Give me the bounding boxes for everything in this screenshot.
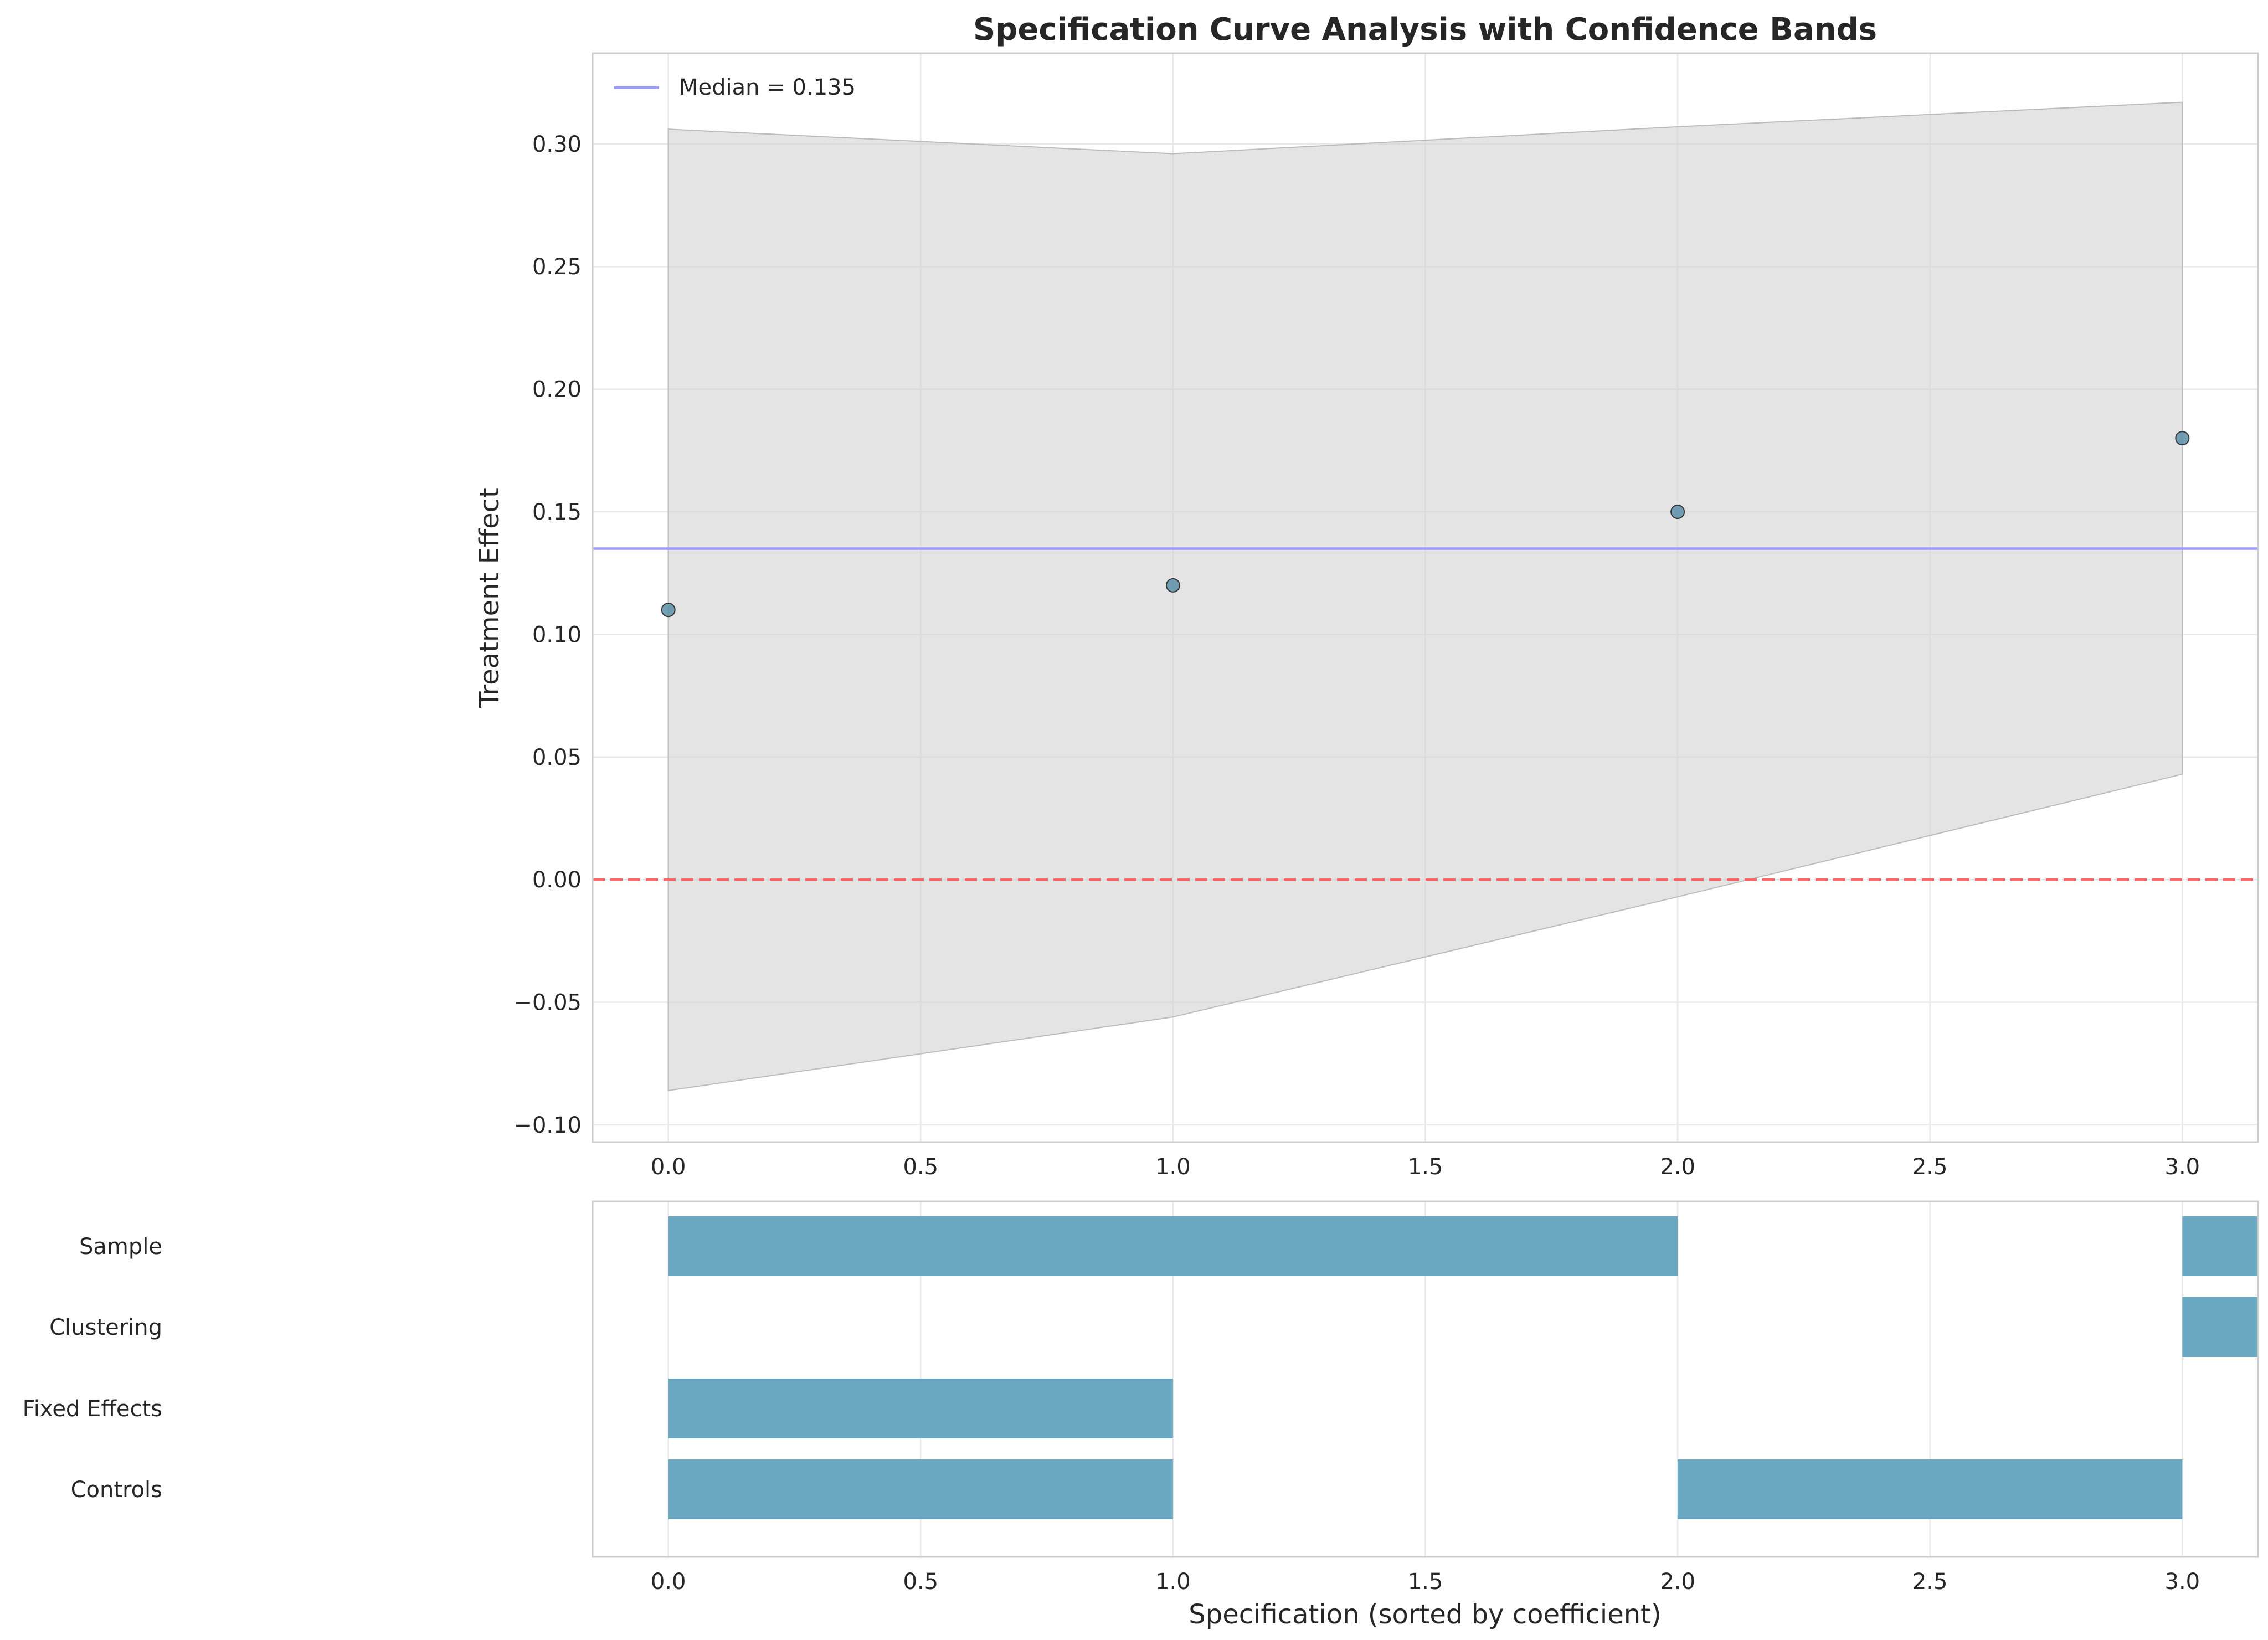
- y-tick-label: 0.20: [532, 377, 582, 403]
- specification-bar: [2182, 1216, 2258, 1276]
- x-tick-label: 1.5: [1408, 1569, 1443, 1595]
- data-point: [2175, 431, 2190, 446]
- y-tick-label: 0.15: [532, 500, 582, 525]
- legend: Median = 0.135: [614, 75, 856, 100]
- bottom-plot-frame: [592, 1200, 2259, 1558]
- top-plot-frame: [592, 52, 2259, 1143]
- y-tick-label: 0.30: [532, 132, 582, 157]
- x-tick-label: 2.5: [1912, 1569, 1948, 1595]
- x-tick-label: 2.5: [1912, 1154, 1948, 1180]
- specification-panel: Sample Clustering Fixed Effects Controls 0.…: [23, 1200, 2259, 1630]
- data-point: [1165, 578, 1180, 593]
- coefficient-panel: −0.10 −0.05 0.00 0.05 0.10 0.15 0.20 0.25 0.30 0…: [474, 12, 2259, 1180]
- specification-bars: [668, 1216, 2258, 1519]
- x-tick-label: 0.0: [651, 1569, 686, 1595]
- row-label: Controls: [71, 1477, 162, 1503]
- x-tick-label: 0.5: [903, 1569, 938, 1595]
- x-tick-label: 1.0: [1155, 1154, 1191, 1180]
- x-tick-label: 2.0: [1660, 1154, 1695, 1180]
- top-y-tick-labels: −0.10 −0.05 0.00 0.05 0.10 0.15 0.20 0.25 0.30: [513, 132, 582, 1138]
- x-tick-label: 1.5: [1408, 1154, 1443, 1180]
- coefficient-points: [661, 431, 2190, 618]
- y-tick-label: 0.10: [532, 622, 582, 647]
- chart-title: Specification Curve Analysis with Confid…: [973, 12, 1877, 48]
- y-tick-label: 0.25: [532, 254, 582, 280]
- data-point: [661, 603, 676, 618]
- y-tick-label: 0.00: [532, 867, 582, 893]
- row-labels: Sample Clustering Fixed Effects Controls: [23, 1234, 162, 1503]
- legend-median-label: Median = 0.135: [679, 75, 856, 100]
- top-x-tick-labels: 0.0 0.5 1.0 1.5 2.0 2.5 3.0: [651, 1154, 2200, 1180]
- row-label: Clustering: [49, 1315, 162, 1340]
- row-label: Sample: [79, 1234, 162, 1259]
- confidence-band: [667, 101, 2183, 1092]
- y-tick-label: 0.05: [532, 745, 582, 770]
- specification-bar: [668, 1459, 1173, 1519]
- y-tick-label: −0.05: [513, 990, 582, 1016]
- y-axis-label: Treatment Effect: [474, 487, 505, 708]
- specification-bar: [668, 1379, 1173, 1438]
- specification-bar: [1678, 1459, 2183, 1519]
- x-tick-label: 3.0: [2165, 1569, 2200, 1595]
- x-axis-label: Specification (sorted by coefficient): [1189, 1599, 1661, 1630]
- data-point: [1670, 505, 1685, 520]
- row-label: Fixed Effects: [23, 1396, 162, 1422]
- x-tick-label: 2.0: [1660, 1569, 1695, 1595]
- x-tick-label: 0.0: [651, 1154, 686, 1180]
- specification-bar: [668, 1216, 1678, 1276]
- x-tick-label: 0.5: [903, 1154, 938, 1180]
- x-tick-label: 3.0: [2165, 1154, 2200, 1180]
- y-tick-label: −0.10: [513, 1113, 582, 1138]
- specification-bar: [2182, 1297, 2258, 1357]
- x-tick-label: 1.0: [1155, 1569, 1191, 1595]
- bottom-x-tick-labels: 0.0 0.5 1.0 1.5 2.0 2.5 3.0: [651, 1569, 2200, 1595]
